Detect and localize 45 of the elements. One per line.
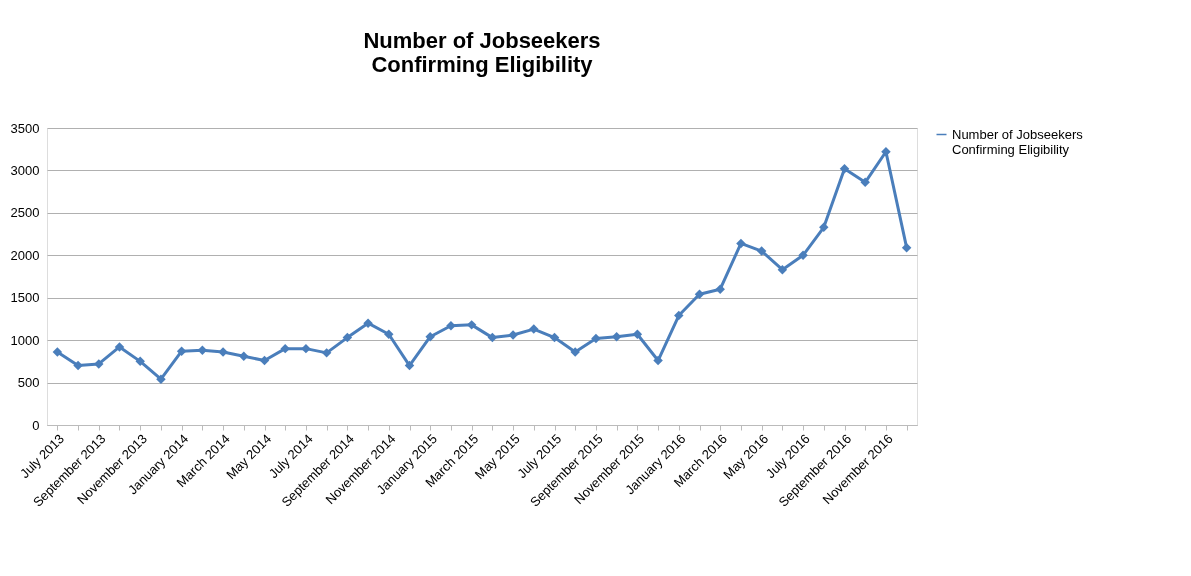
point xyxy=(321,348,332,358)
point xyxy=(301,343,311,354)
point xyxy=(114,342,125,352)
point xyxy=(819,222,829,233)
point xyxy=(881,147,891,157)
point xyxy=(653,355,663,366)
point xyxy=(73,360,83,371)
y-tick-label: 3500 xyxy=(10,120,40,136)
legend-label: Number of Jobseekers Confirming Eligibility xyxy=(952,126,1084,157)
point xyxy=(384,329,394,339)
point xyxy=(839,163,850,174)
point xyxy=(860,177,870,188)
point xyxy=(777,264,788,275)
point xyxy=(611,332,622,342)
point xyxy=(591,333,601,344)
point xyxy=(239,351,249,362)
point xyxy=(674,310,684,321)
point xyxy=(280,343,290,354)
point xyxy=(549,332,560,343)
point xyxy=(715,284,725,294)
y-tick-label: 3000 xyxy=(10,162,40,178)
y-tick-label: 500 xyxy=(17,375,40,391)
y-tick-label: 0 xyxy=(32,417,40,433)
y-tick-label: 1000 xyxy=(10,332,40,348)
y-tick-label: 2000 xyxy=(10,247,40,263)
point xyxy=(135,356,145,367)
point xyxy=(176,346,187,356)
point xyxy=(694,289,705,300)
point xyxy=(446,320,456,331)
point xyxy=(404,360,415,371)
point xyxy=(901,242,912,253)
point xyxy=(259,355,270,366)
point xyxy=(756,246,767,256)
point xyxy=(342,332,353,343)
y-tick-label: 1500 xyxy=(10,290,40,306)
point xyxy=(52,347,63,357)
chart-title: Number of Jobseekers Confirming Eligibility xyxy=(363,28,601,77)
point xyxy=(736,238,746,249)
y-tick-label: 2500 xyxy=(10,205,40,221)
point xyxy=(487,332,498,343)
point xyxy=(94,359,104,369)
point xyxy=(798,250,808,261)
point xyxy=(529,324,539,334)
point xyxy=(425,332,435,342)
point xyxy=(632,329,643,339)
